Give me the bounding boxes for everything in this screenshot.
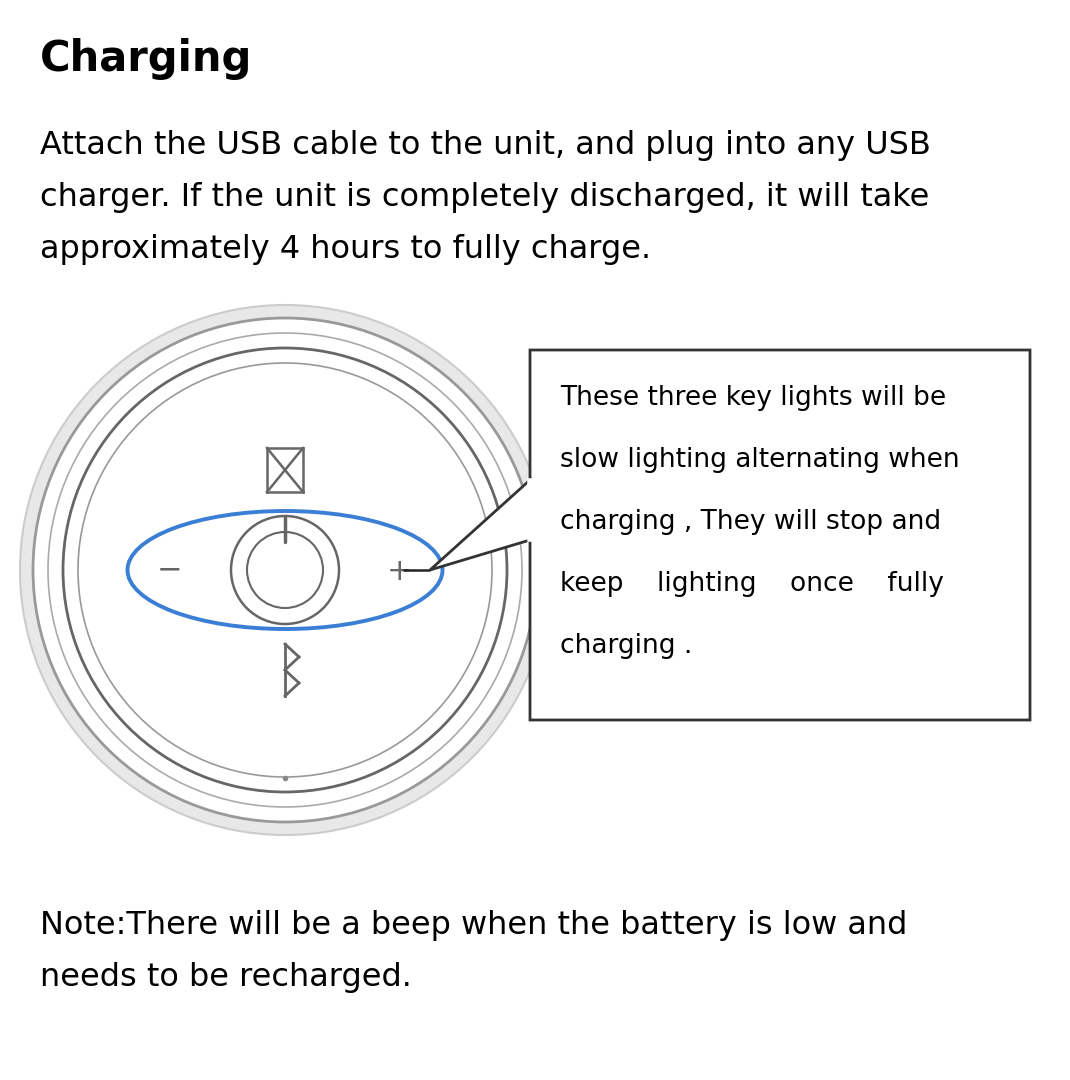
Circle shape [63,348,507,792]
Text: −: − [157,555,183,584]
Polygon shape [430,480,530,570]
Text: slow lighting alternating when: slow lighting alternating when [560,447,960,473]
Text: Charging: Charging [40,38,253,80]
Text: keep    lighting    once    fully: keep lighting once fully [560,571,944,597]
Text: +: + [387,557,413,586]
Circle shape [20,305,550,835]
Text: Attach the USB cable to the unit, and plug into any USB: Attach the USB cable to the unit, and pl… [40,130,931,161]
Text: needs to be recharged.: needs to be recharged. [40,962,412,993]
Circle shape [231,516,339,624]
Circle shape [33,318,537,822]
Text: Note:There will be a beep when the battery is low and: Note:There will be a beep when the batte… [40,910,907,941]
Text: approximately 4 hours to fully charge.: approximately 4 hours to fully charge. [40,234,652,265]
Text: charger. If the unit is completely discharged, it will take: charger. If the unit is completely disch… [40,183,930,213]
Text: These three key lights will be: These three key lights will be [560,384,946,411]
Text: charging .: charging . [560,633,692,659]
Text: charging , They will stop and: charging , They will stop and [560,509,942,535]
FancyBboxPatch shape [530,350,1030,720]
